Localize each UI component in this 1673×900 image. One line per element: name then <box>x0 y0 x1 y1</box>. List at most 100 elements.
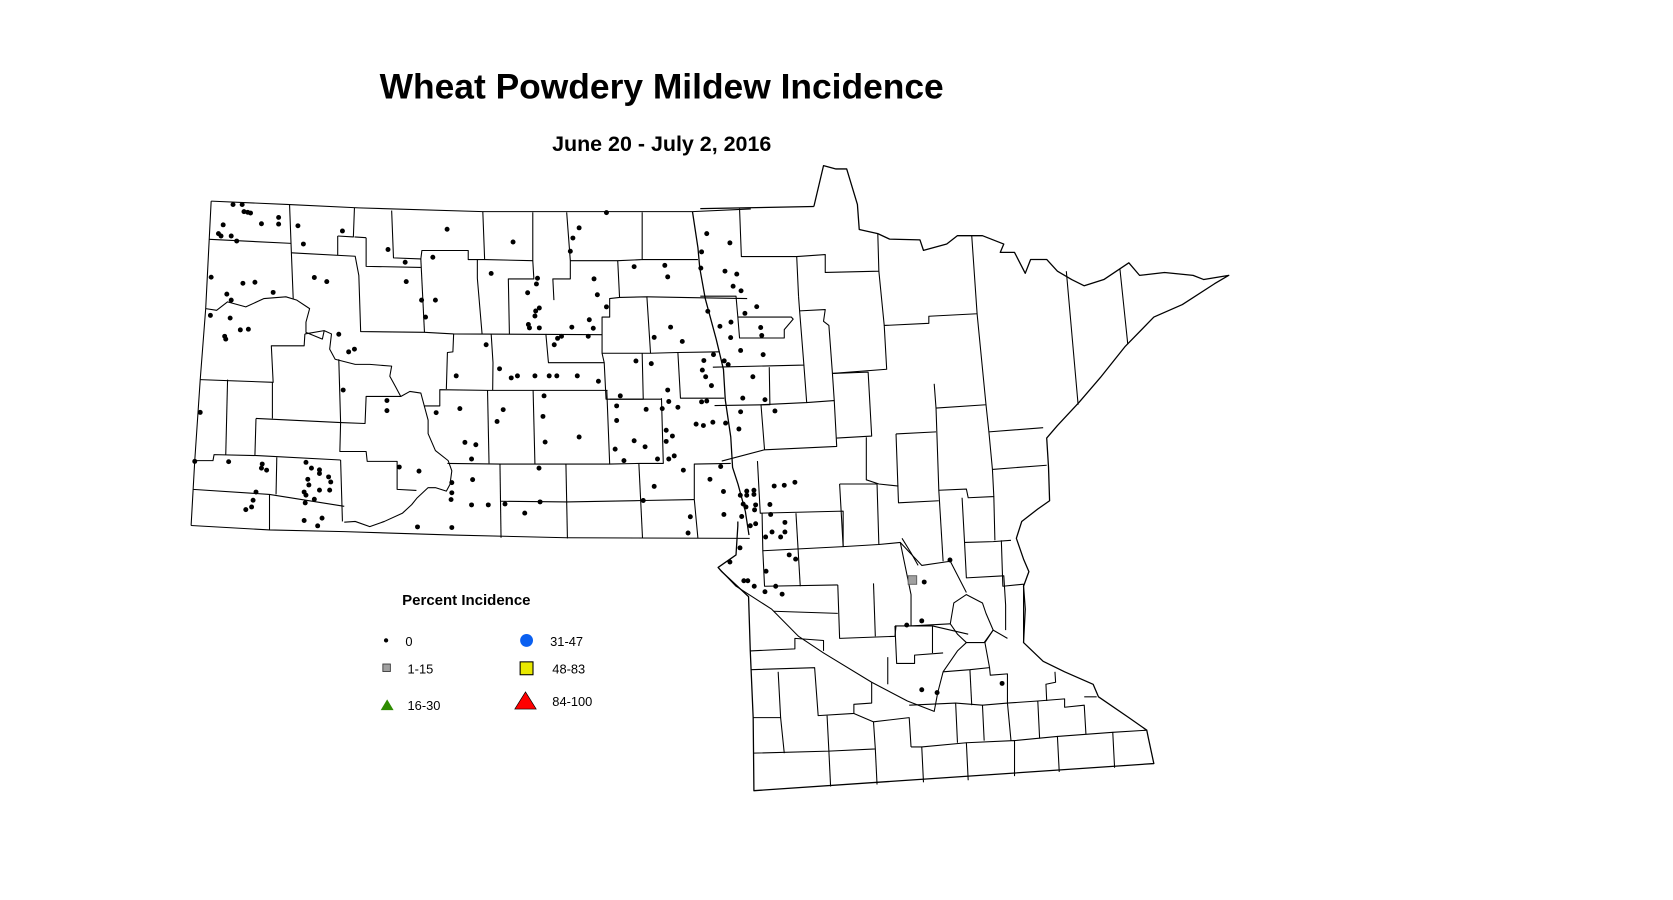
survey-point-0 <box>725 362 731 368</box>
survey-point-0 <box>546 373 552 379</box>
survey-point-0 <box>197 409 203 415</box>
survey-point-0 <box>666 456 672 462</box>
survey-point-0 <box>704 231 710 237</box>
survey-point-0 <box>555 335 561 341</box>
county-line <box>933 313 987 409</box>
county-line <box>717 567 994 712</box>
survey-point-0 <box>536 465 542 471</box>
survey-point-0 <box>728 319 734 325</box>
survey-point-0 <box>591 276 597 282</box>
survey-point-0 <box>494 418 500 424</box>
survey-point-0 <box>717 323 723 329</box>
county-line <box>190 201 212 526</box>
survey-point-0 <box>786 552 792 558</box>
county-line <box>445 333 455 390</box>
survey-point-0 <box>228 233 234 239</box>
survey-point-0 <box>603 210 609 216</box>
survey-point-0 <box>612 446 618 452</box>
survey-point-0 <box>771 483 777 489</box>
survey-point-0 <box>751 487 757 493</box>
county-line <box>832 325 888 374</box>
survey-point-0 <box>522 510 528 516</box>
county-line <box>254 418 257 456</box>
survey-point-0 <box>621 458 627 464</box>
survey-point-0 <box>693 421 699 427</box>
county-line <box>911 746 925 783</box>
survey-point-0 <box>336 331 342 337</box>
survey-point-0 <box>720 489 726 494</box>
survey-point-0 <box>675 404 681 410</box>
county-line <box>764 400 838 451</box>
county-line <box>899 542 912 626</box>
survey-point-0 <box>416 468 422 474</box>
county-line <box>921 742 969 781</box>
county-line <box>873 717 912 747</box>
survey-point-0 <box>738 409 744 415</box>
survey-point-0 <box>525 290 531 296</box>
survey-point-0 <box>699 249 705 255</box>
survey-point-0 <box>567 248 573 254</box>
survey-point-0 <box>669 433 675 439</box>
survey-point-0 <box>730 283 736 289</box>
survey-point-0 <box>258 221 264 227</box>
survey-point-0 <box>252 279 258 285</box>
county-line <box>874 748 878 785</box>
county-line <box>693 499 699 539</box>
survey-point-0 <box>763 568 769 574</box>
survey-point-0 <box>483 342 489 348</box>
survey-point-0 <box>300 241 306 247</box>
survey-point-0 <box>230 202 236 208</box>
survey-point-0 <box>722 268 728 274</box>
county-line <box>339 422 417 491</box>
county-line <box>837 584 897 639</box>
survey-point-0 <box>570 235 576 241</box>
county-line <box>1000 540 1024 587</box>
survey-point-0 <box>685 530 691 536</box>
survey-point-0 <box>793 556 799 562</box>
survey-point-0 <box>502 501 508 507</box>
survey-point-0 <box>594 292 600 298</box>
survey-point-0 <box>324 279 330 285</box>
survey-point-0 <box>500 407 506 413</box>
county-line <box>780 717 785 754</box>
survey-point-0 <box>919 687 925 693</box>
survey-point-0 <box>469 502 475 508</box>
county-line <box>191 524 750 539</box>
survey-point-0 <box>687 514 693 520</box>
county-line <box>894 625 934 653</box>
survey-point-0 <box>497 366 503 372</box>
county-line <box>872 583 876 637</box>
survey-point-0 <box>326 474 332 480</box>
survey-point-0 <box>574 373 580 379</box>
survey-point-0 <box>311 496 317 502</box>
survey-point-0 <box>535 275 540 281</box>
county-line <box>984 629 1008 668</box>
survey-point-0 <box>768 512 774 517</box>
survey-point-0 <box>750 374 756 380</box>
county-line <box>337 207 355 238</box>
survey-point-0 <box>751 491 757 497</box>
survey-point-0 <box>234 238 240 244</box>
county-line <box>1014 735 1060 772</box>
survey-point-0 <box>306 482 312 488</box>
survey-point-0 <box>536 325 542 331</box>
survey-point-0 <box>655 456 660 462</box>
survey-point-0 <box>385 247 391 252</box>
survey-point-0 <box>648 361 654 367</box>
survey-point-0 <box>744 492 750 498</box>
state-border-red-river <box>691 211 750 536</box>
survey-point-0 <box>737 492 743 498</box>
survey-point-0 <box>705 308 711 314</box>
survey-point-0 <box>339 228 345 234</box>
survey-point-0 <box>264 467 270 473</box>
survey-point-0 <box>680 467 686 473</box>
survey-point-0 <box>554 373 560 379</box>
county-line <box>1112 729 1147 733</box>
county-line <box>570 212 643 262</box>
county-line <box>750 637 825 652</box>
survey-point-0 <box>303 492 309 498</box>
county-line <box>205 296 453 528</box>
county-line <box>831 371 873 439</box>
survey-point-0 <box>240 280 246 286</box>
